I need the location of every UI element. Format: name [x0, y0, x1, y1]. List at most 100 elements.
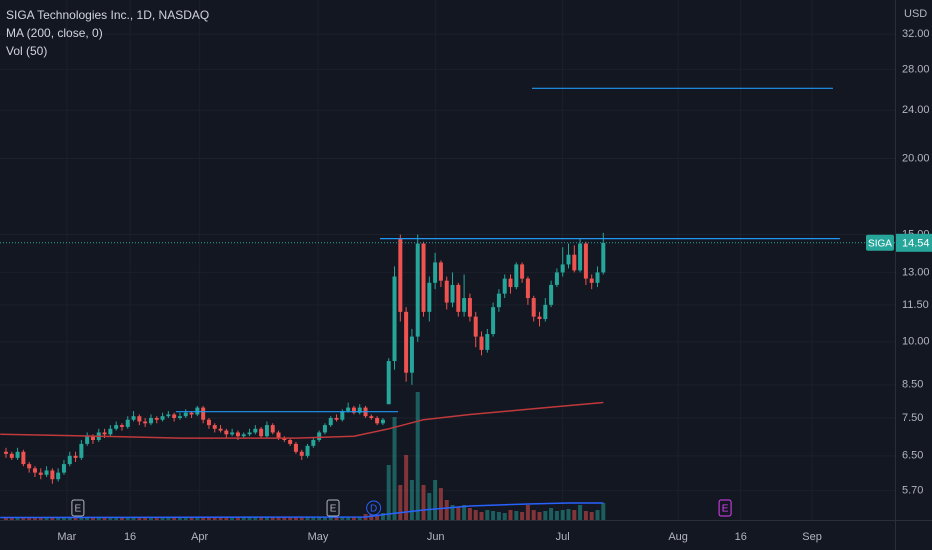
candle-body — [473, 316, 478, 337]
y-tick-label: 7.50 — [902, 412, 923, 424]
event-label: E — [722, 504, 729, 515]
candle-body — [502, 278, 507, 294]
candle-body — [479, 336, 484, 350]
volume-bar — [253, 517, 258, 520]
symbol-tag — [866, 234, 894, 251]
candle-body — [334, 417, 339, 420]
candle-body — [195, 407, 200, 415]
candle-body — [230, 432, 235, 435]
volume-bar — [404, 455, 409, 520]
volume-bar — [67, 517, 72, 520]
candle-body — [108, 428, 113, 435]
candle-body — [566, 254, 571, 265]
volume-bar — [421, 485, 426, 520]
candle-body — [322, 425, 327, 433]
volume-bar — [543, 511, 548, 520]
candle-body — [380, 419, 385, 424]
event-marker — [718, 499, 732, 517]
volume-bar — [595, 510, 600, 520]
candle-body — [172, 414, 177, 418]
candle-body — [456, 284, 461, 312]
volume-bar — [531, 510, 536, 520]
volume-bar — [282, 517, 287, 520]
volume-bar — [525, 505, 530, 520]
event-marker — [326, 499, 340, 517]
x-tick-label: Jun — [427, 531, 445, 543]
volume-bar — [15, 517, 20, 520]
candle-body — [357, 407, 362, 413]
volume-bar — [102, 517, 107, 520]
candle-body — [235, 432, 240, 437]
volume-bar — [38, 517, 43, 520]
candle-body — [189, 412, 194, 415]
candle-body — [537, 316, 542, 320]
volume-bar — [456, 507, 461, 520]
candle-body — [496, 293, 501, 308]
candle-body — [351, 407, 356, 413]
x-tick-label: May — [308, 531, 329, 543]
volume-bar — [56, 517, 61, 520]
volume-bar — [346, 517, 351, 520]
candle-body — [398, 238, 403, 312]
event-label: E — [75, 504, 82, 515]
volume-bar — [218, 517, 223, 520]
volume-bar — [131, 517, 136, 520]
candle-body — [9, 453, 14, 458]
volume-bar — [235, 517, 240, 520]
volume-bar — [264, 517, 269, 520]
candle-body — [392, 276, 397, 362]
candle-body — [44, 470, 49, 475]
candle-body — [166, 414, 171, 417]
event-label: E — [330, 504, 337, 515]
candle-body — [583, 243, 588, 279]
candle-body — [288, 440, 293, 444]
x-tick-label: Mar — [57, 531, 76, 543]
candle-body — [218, 428, 223, 431]
candle-body — [79, 443, 84, 458]
candle-body — [183, 412, 188, 417]
candle-body — [27, 464, 32, 469]
candle-body — [264, 425, 269, 437]
y-tick-label: 20.00 — [902, 152, 930, 164]
candle-body — [554, 272, 559, 285]
volume-bar — [195, 517, 200, 520]
candle-body — [282, 438, 287, 441]
y-tick-label: 6.50 — [902, 450, 923, 462]
volume-bar — [44, 517, 49, 520]
volume-bar — [114, 517, 119, 520]
volume-bar — [514, 511, 519, 520]
price-pane — [0, 87, 895, 484]
volume-bar — [21, 517, 26, 520]
chart-title: SIGA Technologies Inc., 1D, NASDAQ — [6, 8, 209, 22]
volume-pane — [0, 392, 606, 520]
volume-bar — [462, 505, 467, 520]
volume-bar — [583, 511, 588, 520]
volume-bar — [334, 517, 339, 520]
candle-body — [177, 416, 182, 418]
volume-bar — [288, 517, 293, 520]
candle-body — [409, 336, 414, 373]
candle-body — [508, 278, 513, 288]
candle-body — [253, 428, 258, 433]
volume-bar — [560, 510, 565, 520]
volume-bar — [119, 517, 124, 520]
candle-body — [137, 416, 142, 422]
candle-body — [462, 298, 467, 312]
candle-body — [595, 272, 600, 283]
candle-body — [514, 264, 519, 288]
volume-bar — [444, 500, 449, 520]
candle-body — [467, 298, 472, 317]
y-tick-label: 5.70 — [902, 484, 923, 496]
candle-body — [201, 407, 206, 420]
candle-body — [305, 445, 310, 456]
indicator-label: MA (200, close, 0) — [6, 26, 103, 40]
volume-bar — [554, 511, 559, 520]
candle-body — [247, 432, 252, 435]
volume-bar — [589, 512, 594, 520]
volume-bar — [340, 517, 345, 520]
volume-bar — [293, 517, 298, 520]
candle-body — [224, 430, 229, 435]
volume-bar — [450, 505, 455, 520]
volume-bar — [357, 517, 362, 520]
